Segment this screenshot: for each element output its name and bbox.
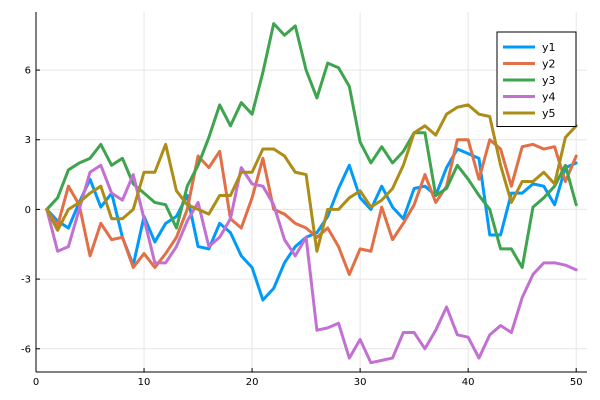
series-line-y5 xyxy=(45,103,578,253)
series-lines xyxy=(45,22,578,365)
y-tick-label: -6 xyxy=(21,344,31,355)
x-tick-label: 10 xyxy=(138,377,151,388)
x-tick-label: 40 xyxy=(462,377,475,388)
axes: 0 10 20 30 40 50 -6 -3 0 3 6 xyxy=(21,12,587,388)
series-line-y4 xyxy=(45,163,578,365)
legend-label-y4: y4 xyxy=(542,91,556,104)
y-tick-label: 3 xyxy=(25,135,31,146)
x-tick-label: 50 xyxy=(570,377,583,388)
x-tick-label: 0 xyxy=(33,377,39,388)
y-tick-label: 0 xyxy=(25,205,31,216)
legend-label-y3: y3 xyxy=(542,74,556,87)
series-line-y1 xyxy=(45,147,578,302)
legend: y1 y2 y3 y4 y5 xyxy=(496,31,577,127)
series-line-y2 xyxy=(45,138,578,276)
legend-label-y5: y5 xyxy=(542,107,556,120)
x-tick-label: 20 xyxy=(246,377,259,388)
legend-label-y1: y1 xyxy=(542,41,556,54)
x-tick-label: 30 xyxy=(354,377,367,388)
y-tick-label: -3 xyxy=(21,275,31,286)
y-tick-label: 6 xyxy=(25,66,31,77)
legend-label-y2: y2 xyxy=(542,58,556,71)
